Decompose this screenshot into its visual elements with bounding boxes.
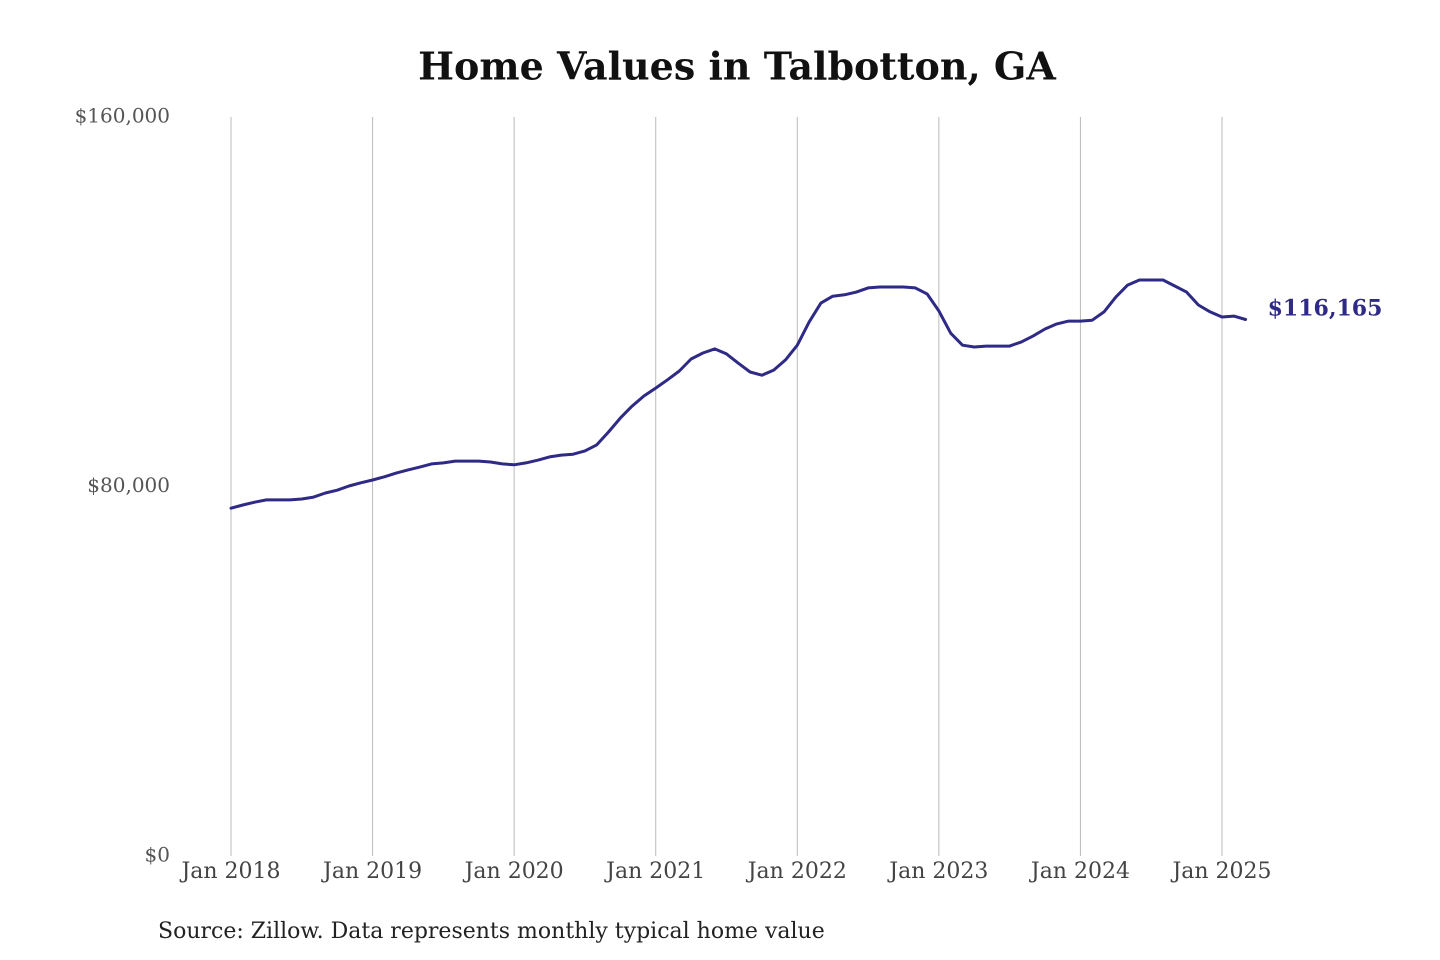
y-tick-label: $160,000 xyxy=(75,104,170,128)
x-tick-label: Jan 2022 xyxy=(746,859,847,884)
chart-title: Home Values in Talbotton, GA xyxy=(418,44,1056,89)
x-tick-label: Jan 2021 xyxy=(604,859,705,884)
line xyxy=(229,278,1248,510)
x-tick-label: Jan 2019 xyxy=(321,859,422,884)
x-tick-label: Jan 2018 xyxy=(179,859,280,884)
y-tick-label: $80,000 xyxy=(87,473,170,497)
y-tick-label: $0 xyxy=(145,843,170,867)
value-label: $116,165 xyxy=(1268,295,1383,321)
source-note: Source: Zillow. Data represents monthly … xyxy=(158,919,825,944)
x-tick-label: Jan 2020 xyxy=(463,859,564,884)
x-tick-label: Jan 2023 xyxy=(887,859,988,884)
x-tick-label: Jan 2025 xyxy=(1170,859,1271,884)
x-tick-label: Jan 2024 xyxy=(1029,859,1130,884)
